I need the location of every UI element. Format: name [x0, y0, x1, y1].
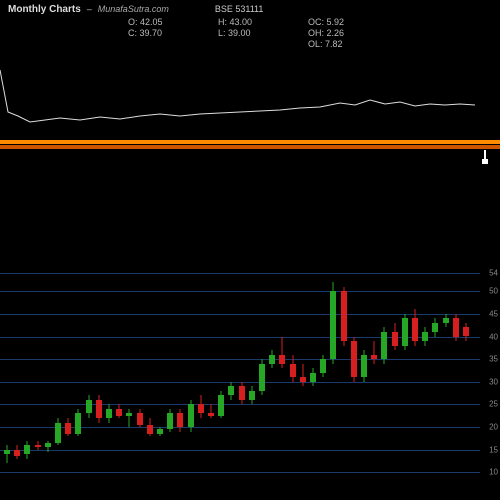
dash: –: [87, 4, 92, 14]
candle-wick: [129, 409, 130, 427]
candle-body: [86, 400, 92, 414]
candle-body: [75, 413, 81, 433]
candle-body: [381, 332, 387, 359]
candle-body: [4, 450, 10, 455]
y-axis-label: 40: [489, 332, 498, 341]
candle-body: [126, 413, 132, 415]
grid-line: [0, 472, 480, 473]
candle-wick: [7, 445, 8, 463]
grid-line: [0, 404, 480, 405]
chart-title: Monthly Charts: [8, 4, 81, 15]
stat-l: L: 39.00: [218, 28, 308, 38]
candle-body: [392, 332, 398, 346]
y-axis-label: 50: [489, 287, 498, 296]
stat-c: C: 39.70: [128, 28, 218, 38]
candle-body: [24, 445, 30, 454]
candlestick-panel: 10 15 20 25 30 35 40 45 50 54: [0, 255, 500, 495]
candle-body: [422, 332, 428, 341]
candle-body: [432, 323, 438, 332]
candle-body: [228, 386, 234, 395]
candle-body: [361, 355, 367, 378]
y-axis-label: 45: [489, 309, 498, 318]
grid-line: [0, 314, 480, 315]
candle-body: [259, 364, 265, 391]
candle-body: [188, 404, 194, 427]
separator-band: [0, 140, 500, 152]
candle-body: [279, 355, 285, 364]
chart-header: Monthly Charts – MunafaSutra.com BSE 531…: [0, 0, 500, 53]
grid-line: [0, 273, 480, 274]
candle-wick: [211, 404, 212, 418]
y-axis-label: 54: [489, 269, 498, 278]
candle-body: [463, 327, 469, 336]
candle-body: [167, 413, 173, 429]
grid-line: [0, 382, 480, 383]
candle-body: [55, 423, 61, 443]
y-axis-label: 35: [489, 355, 498, 364]
candle-body: [330, 291, 336, 359]
grid-line: [0, 291, 480, 292]
ohlc-stats: O: 42.05 H: 43.00 OC: 5.92 C: 39.70 L: 3…: [128, 17, 492, 49]
y-axis-label: 20: [489, 423, 498, 432]
candle-body: [157, 429, 163, 434]
candle-body: [106, 409, 112, 418]
y-axis-label: 25: [489, 400, 498, 409]
stat-h: H: 43.00: [218, 17, 308, 27]
candle-body: [65, 423, 71, 434]
indicator-line: [0, 50, 480, 140]
candle-body: [341, 291, 347, 341]
stat-oc: OC: 5.92: [308, 17, 388, 27]
candle-body: [116, 409, 122, 416]
y-axis-label: 30: [489, 377, 498, 386]
candle-body: [453, 318, 459, 336]
candle-body: [310, 373, 316, 382]
candle-body: [177, 413, 183, 427]
candle-body: [443, 318, 449, 323]
grid-line: [0, 359, 480, 360]
candle-body: [208, 413, 214, 415]
candle-body: [147, 425, 153, 434]
y-axis-label: 10: [489, 468, 498, 477]
candle-wick: [302, 364, 303, 387]
candle-body: [412, 318, 418, 341]
candle-body: [14, 450, 20, 457]
candle-body: [371, 355, 377, 360]
candle-body: [96, 400, 102, 418]
stat-oh: OH: 2.26: [308, 28, 388, 38]
indicator-panel: [0, 50, 480, 140]
candle-body: [35, 445, 41, 447]
stat-ol: OL: 7.82: [308, 39, 388, 49]
candle-wick: [374, 341, 375, 364]
y-axis-label: 15: [489, 445, 498, 454]
candle-body: [269, 355, 275, 364]
grid-line: [0, 337, 480, 338]
symbol-label: BSE 531111: [215, 4, 264, 14]
grid-line: [0, 427, 480, 428]
stat-o: O: 42.05: [128, 17, 218, 27]
candle-body: [290, 364, 296, 378]
candle-body: [137, 413, 143, 424]
candle-body: [218, 395, 224, 415]
candle-body: [300, 377, 306, 382]
candle-body: [198, 404, 204, 413]
current-marker: [484, 150, 486, 164]
candle-body: [320, 359, 326, 373]
candle-body: [239, 386, 245, 400]
candle-body: [249, 391, 255, 400]
candle-body: [402, 318, 408, 345]
candle-body: [45, 443, 51, 448]
grid-line: [0, 450, 480, 451]
source-label: MunafaSutra.com: [98, 4, 169, 14]
candle-body: [351, 341, 357, 377]
